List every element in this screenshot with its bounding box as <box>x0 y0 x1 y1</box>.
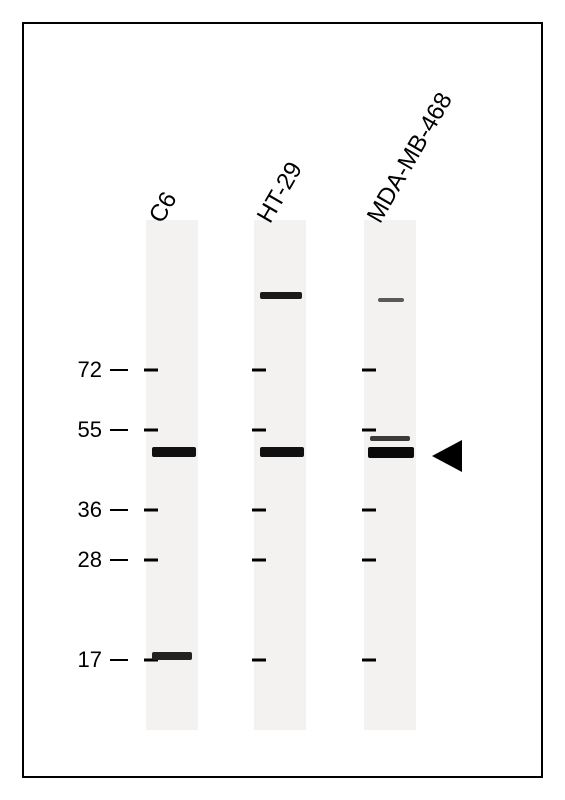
band-ht29-1 <box>260 447 304 457</box>
lane-marker <box>362 429 376 432</box>
lane-marker <box>252 369 266 372</box>
mw-tick-72 <box>110 369 128 371</box>
lane-marker <box>144 509 158 512</box>
lane-marker <box>252 559 266 562</box>
target-band-arrow <box>432 440 462 472</box>
lane-marker <box>252 659 266 662</box>
lane-marker <box>144 559 158 562</box>
lane-marker <box>362 369 376 372</box>
lane-marker <box>362 509 376 512</box>
lane-mda <box>364 220 416 730</box>
band-c6-1 <box>152 652 192 660</box>
mw-tick-28 <box>110 559 128 561</box>
mw-label-72: 72 <box>78 357 102 383</box>
mw-label-28: 28 <box>78 547 102 573</box>
mw-label-55: 55 <box>78 417 102 443</box>
lane-marker <box>252 429 266 432</box>
mw-tick-36 <box>110 509 128 511</box>
mw-label-17: 17 <box>78 647 102 673</box>
lane-marker <box>252 509 266 512</box>
lane-marker <box>144 369 158 372</box>
band-ht29-0 <box>260 292 302 299</box>
band-mda-1 <box>370 436 410 441</box>
band-mda-0 <box>378 298 404 302</box>
mw-label-36: 36 <box>78 497 102 523</box>
mw-tick-55 <box>110 429 128 431</box>
band-mda-2 <box>368 447 414 458</box>
band-c6-0 <box>152 447 196 457</box>
lane-marker <box>144 429 158 432</box>
lane-marker <box>362 559 376 562</box>
mw-tick-17 <box>110 659 128 661</box>
lane-marker <box>362 659 376 662</box>
